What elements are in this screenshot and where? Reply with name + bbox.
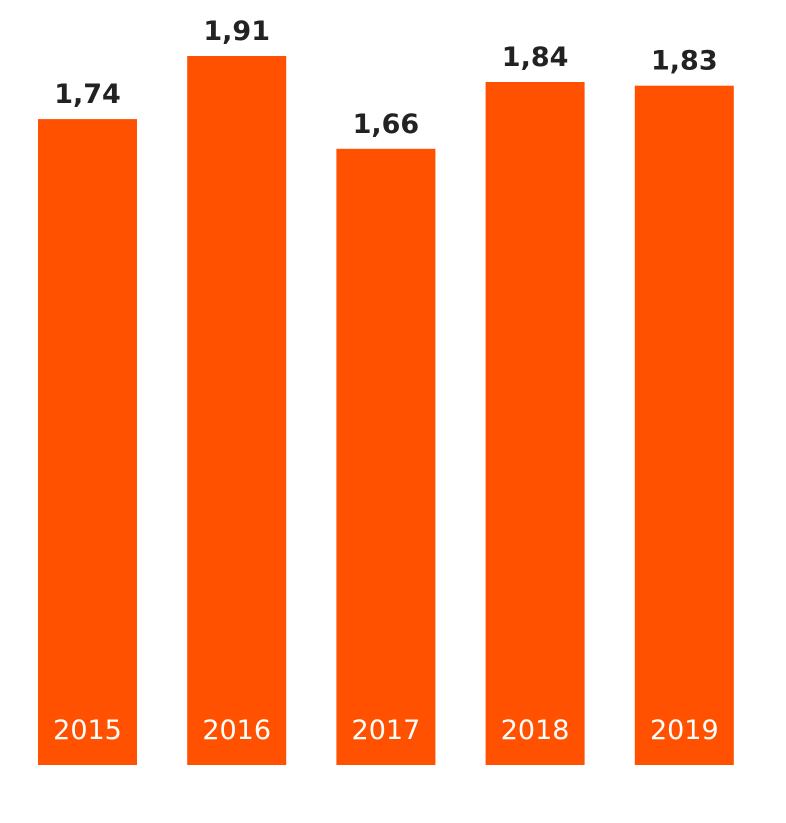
value-label-2016: 1,91 <box>203 16 270 47</box>
category-label-2018: 2018 <box>501 715 570 746</box>
value-label-2019: 1,83 <box>651 46 718 77</box>
category-label-2015: 2015 <box>53 715 122 746</box>
bar-2019 <box>634 85 734 765</box>
bar-2017 <box>336 148 436 766</box>
bar-2018 <box>485 82 585 765</box>
value-label-2017: 1,66 <box>353 109 420 140</box>
category-label-2019: 2019 <box>650 715 719 746</box>
value-label-2015: 1,74 <box>54 79 121 110</box>
value-label-2018: 1,84 <box>502 42 569 73</box>
category-label-2016: 2016 <box>202 715 271 746</box>
bar-2015 <box>38 119 137 766</box>
bar-2016 <box>187 56 287 765</box>
category-label-2017: 2017 <box>352 715 421 746</box>
